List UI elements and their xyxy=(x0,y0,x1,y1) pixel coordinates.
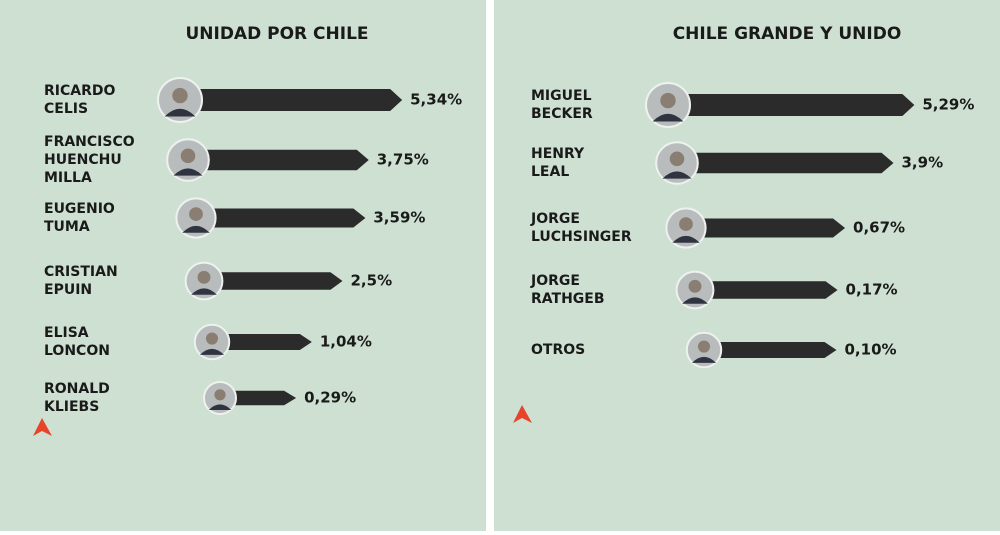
photo-head xyxy=(660,92,676,109)
value-label: 2,5% xyxy=(351,272,393,290)
candidate-name: EUGENIO TUMA xyxy=(44,201,115,235)
candidate-name: RONALD KLIEBS xyxy=(44,381,110,415)
value-label: 0,10% xyxy=(845,341,897,359)
value-label: 3,75% xyxy=(377,151,429,169)
value-label: 3,59% xyxy=(373,209,425,227)
value-label: 3,9% xyxy=(902,154,944,172)
chart-title: CHILE GRANDE Y UNIDO xyxy=(673,24,902,44)
bar xyxy=(668,94,915,116)
candidate-name: FRANCISCO HUENCHU MILLA xyxy=(44,134,135,186)
value-label: 0,67% xyxy=(853,219,905,237)
bar xyxy=(220,390,297,406)
logo xyxy=(33,418,52,436)
photo-head xyxy=(189,207,203,221)
bar xyxy=(188,149,369,171)
photo-head xyxy=(679,217,693,231)
left-panel xyxy=(0,0,486,531)
photo-body xyxy=(199,348,225,355)
bar xyxy=(212,334,312,350)
value-label: 5,34% xyxy=(410,91,462,109)
photo-body xyxy=(191,288,217,295)
candidate-name: CRISTIAN EPUIN xyxy=(44,264,118,298)
chart-title: UNIDAD POR CHILE xyxy=(185,24,368,44)
photo-head xyxy=(180,148,196,164)
bar xyxy=(196,208,366,228)
value-label: 0,29% xyxy=(304,389,356,407)
logo xyxy=(513,405,532,423)
photo-head xyxy=(205,332,219,345)
photo-body xyxy=(682,297,708,304)
candidate-name: MIGUEL BECKER xyxy=(531,88,593,122)
photo-head xyxy=(669,151,685,167)
photo-body xyxy=(691,356,717,363)
candidate-name: HENRY LEAL xyxy=(531,146,585,180)
photo-head xyxy=(197,270,211,284)
bar xyxy=(686,218,846,238)
right-panel xyxy=(494,0,1000,531)
candidate-name: JORGE LUCHSINGER xyxy=(530,211,632,245)
photo-body xyxy=(652,113,684,122)
value-label: 1,04% xyxy=(320,333,372,351)
photo-body xyxy=(208,404,232,410)
candidate-name: RICARDO CELIS xyxy=(44,83,116,117)
candidate-name: JORGE RATHGEB xyxy=(530,273,605,307)
photo-head xyxy=(697,340,711,353)
value-label: 5,29% xyxy=(922,96,974,114)
photo-body xyxy=(164,108,196,117)
photo-body xyxy=(182,225,210,233)
candidate-name: OTROS xyxy=(531,342,585,358)
photo-head xyxy=(214,389,226,401)
candidate-name: ELISA LONCON xyxy=(44,325,110,359)
bar xyxy=(677,152,894,174)
photo-body xyxy=(173,168,203,176)
bar xyxy=(704,342,837,358)
bar xyxy=(695,281,838,299)
photo-body xyxy=(662,171,692,179)
value-label: 0,17% xyxy=(846,281,898,299)
bar xyxy=(180,89,403,111)
bar xyxy=(204,272,343,290)
photo-head xyxy=(172,87,188,104)
photo-head xyxy=(688,279,702,293)
photo-body xyxy=(672,235,700,243)
